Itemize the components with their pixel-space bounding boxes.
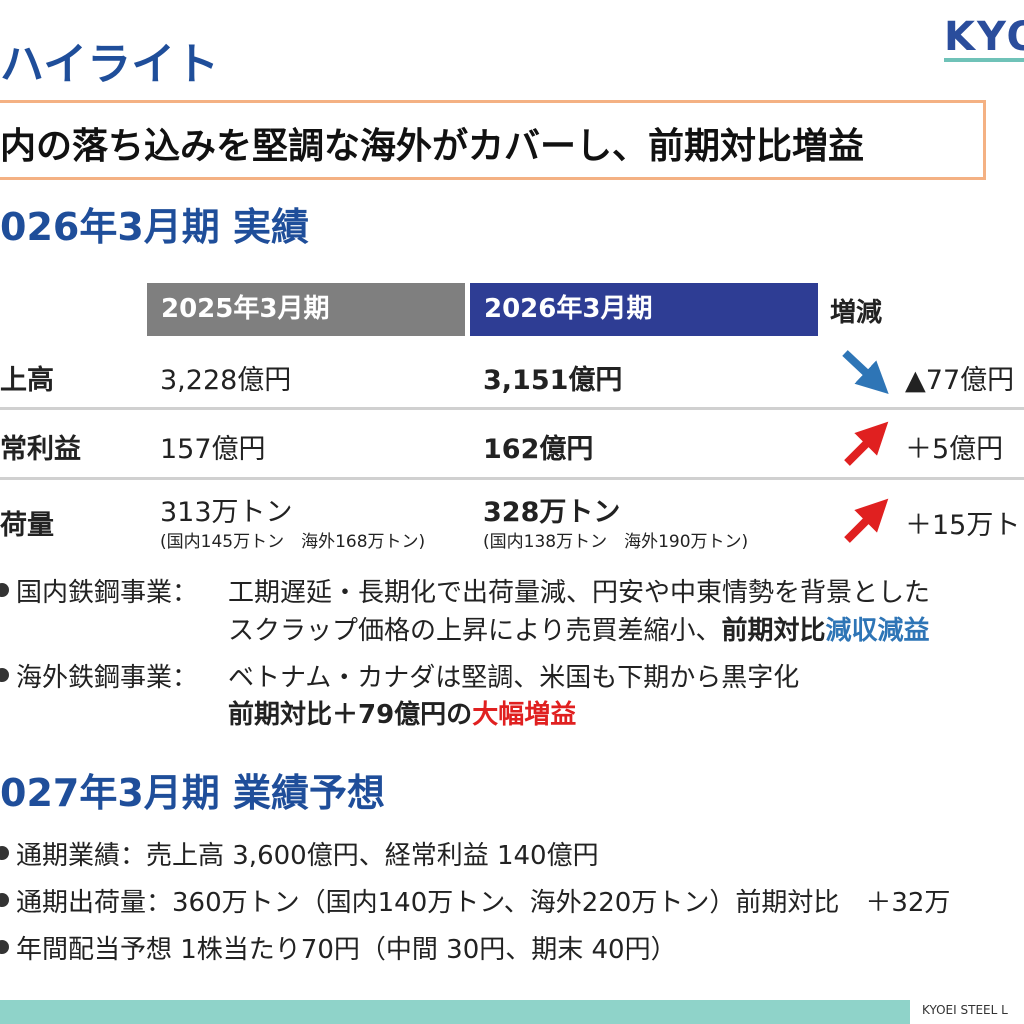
header-curr: 2026年3月期	[470, 283, 818, 336]
footer-band	[0, 1000, 910, 1024]
text: スクラップ価格の上昇により売買差縮小、	[228, 616, 722, 646]
bullet-text: ベトナム・カナダは堅調、米国も下期から黒字化	[228, 663, 800, 693]
slide-title: ハイライト	[0, 39, 220, 90]
text-bold: 前期対比	[721, 616, 826, 646]
section-heading: 026年3月期 実績	[0, 205, 309, 249]
row-separator	[0, 477, 1024, 480]
change-value: ＋5億円	[905, 434, 1004, 465]
bullet	[0, 940, 9, 954]
row-separator	[0, 407, 1024, 410]
bullet-text: 通期業績：売上高 3,600億円、経常利益 140億円	[16, 841, 599, 871]
change-value: ＋15万ト	[905, 510, 1021, 541]
arrow-up	[844, 498, 889, 543]
prev-note: (国内145万トン 海外168万トン)	[160, 532, 426, 552]
row-label: 荷量	[0, 510, 54, 541]
bullet	[0, 668, 9, 682]
curr-note: (国内138万トン 海外190万トン)	[483, 532, 749, 552]
arrow-down	[842, 350, 889, 394]
prev-value: 157億円	[160, 434, 266, 465]
bullet	[0, 893, 9, 907]
row-label: 上高	[0, 365, 54, 396]
prev-value: 3,228億円	[160, 365, 292, 396]
bullet-text: 通期出荷量：360万トン（国内140万トン、海外220万トン）前期対比 ＋32万	[16, 888, 951, 918]
bullet-text: スクラップ価格の上昇により売買差縮小、前期対比減収減益	[228, 610, 930, 647]
row-label: 常利益	[0, 434, 81, 465]
header-prev: 2025年3月期	[147, 283, 465, 336]
text-highlight: 減収減益	[825, 616, 930, 646]
trend-arrows	[842, 350, 889, 543]
bullet-text: 工期遅延・長期化で出荷量減、円安や中東情勢を背景とした	[228, 578, 931, 608]
curr-value: 3,151億円	[483, 365, 623, 396]
footer-text: KYOEI STEEL L	[922, 1003, 1008, 1017]
bullet	[0, 846, 9, 860]
logo-underline	[944, 58, 1024, 62]
logo: KYO	[944, 14, 1024, 60]
change-value: ▲77億円	[905, 365, 1015, 396]
bullet-label: 海外鉄鋼事業：	[16, 663, 199, 693]
curr-value: 328万トン	[483, 497, 621, 528]
prev-value: 313万トン	[160, 497, 293, 528]
arrow-up	[844, 421, 889, 466]
curr-value: 162億円	[483, 434, 594, 465]
bullet-label: 国内鉄鋼事業：	[16, 578, 199, 608]
header-change: 増減	[830, 298, 883, 328]
headline: 内の落ち込みを堅調な海外がカバーし、前期対比増益	[0, 126, 865, 167]
bullet	[0, 583, 9, 597]
headline-box	[0, 100, 986, 180]
bullet-text: 年間配当予想 1株当たり70円（中間 30円、期末 40円）	[16, 935, 677, 965]
text-highlight: 大幅増益	[472, 700, 577, 730]
bullet-text: 前期対比＋79億円の大幅増益	[228, 694, 576, 731]
section-heading: 027年3月期 業績予想	[0, 771, 385, 815]
text-bold: 前期対比＋79億円の	[228, 700, 473, 730]
